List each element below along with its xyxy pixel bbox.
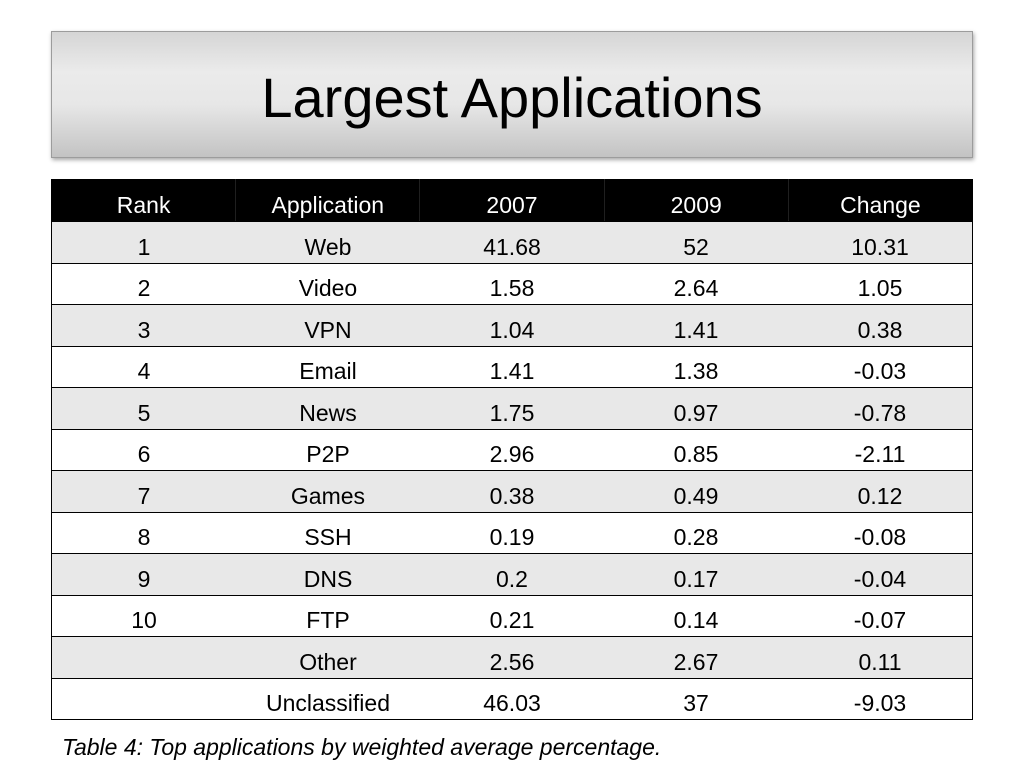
change-cell: -9.03: [853, 690, 907, 717]
table-body: 1 Web 41.68 52 10.31 2 Video 1.58 2.64 1.05 3 VPN 1.…: [52, 221, 972, 719]
table-row: 7 Games 0.38 0.49 0.12: [52, 470, 972, 512]
column-header-application: Application: [235, 179, 419, 221]
change-cell: 0.12: [857, 482, 903, 509]
table-row: 3 VPN 1.04 1.41 0.38: [52, 304, 972, 346]
value-2007-cell: 1.75: [489, 399, 535, 426]
rank-cell: [52, 637, 236, 678]
rank-cell: 8: [137, 524, 151, 551]
application-cell: DNS: [303, 565, 353, 592]
rank-cell: 7: [137, 482, 151, 509]
table-row: 6 P2P 2.96 0.85 -2.11: [52, 428, 972, 470]
value-2009-cell: 1.38: [673, 358, 719, 385]
column-header-rank: Rank: [116, 191, 171, 218]
rank-cell: 6: [137, 441, 151, 468]
change-cell: 0.38: [857, 316, 903, 343]
value-2009-cell: 2.67: [673, 648, 719, 675]
table-row: 10 FTP 0.21 0.14 -0.07: [52, 594, 972, 636]
value-2007-cell: 1.04: [489, 316, 535, 343]
rank-cell: [52, 679, 236, 720]
application-cell: Video: [298, 275, 358, 302]
value-2009-cell: 0.97: [673, 399, 719, 426]
change-cell: -0.07: [853, 607, 907, 634]
table-row: Other 2.56 2.67 0.11: [52, 636, 972, 678]
table-row: Unclassified 46.03 37 -9.03: [52, 677, 972, 720]
change-cell: 10.31: [851, 233, 909, 260]
value-2007-cell: 2.56: [489, 648, 535, 675]
change-cell: 1.05: [857, 275, 903, 302]
rank-cell: 5: [137, 399, 151, 426]
table-row: 2 Video 1.58 2.64 1.05: [52, 262, 972, 304]
change-cell: -0.08: [853, 524, 907, 551]
value-2009-cell: 37: [683, 690, 709, 717]
rank-cell: 10: [131, 607, 157, 634]
application-cell: P2P: [306, 441, 350, 468]
value-2007-cell: 0.19: [489, 524, 535, 551]
value-2007-cell: 46.03: [483, 690, 541, 717]
application-cell: Other: [299, 648, 357, 675]
value-2009-cell: 0.14: [673, 607, 719, 634]
change-cell: 0.11: [858, 648, 902, 675]
change-cell: -0.78: [853, 399, 907, 426]
value-2007-cell: 41.68: [483, 233, 541, 260]
change-cell: -0.04: [853, 565, 907, 592]
table-row: 9 DNS 0.2 0.17 -0.04: [52, 553, 972, 595]
table-row: 5 News 1.75 0.97 -0.78: [52, 387, 972, 429]
application-cell: Unclassified: [266, 690, 390, 717]
application-cell: Email: [299, 358, 357, 385]
value-2009-cell: 0.28: [673, 524, 719, 551]
change-cell: -0.03: [853, 358, 907, 385]
application-cell: Web: [304, 233, 352, 260]
title-banner: Largest Applications: [51, 31, 973, 158]
table-row: 1 Web 41.68 52 10.31: [52, 221, 972, 263]
value-2009-cell: 0.49: [673, 482, 719, 509]
application-cell: Games: [290, 482, 366, 509]
rank-cell: 9: [137, 565, 151, 592]
value-2007-cell: 0.21: [489, 607, 535, 634]
table-caption: Table 4: Top applications by weighted av…: [62, 734, 662, 760]
rank-cell: 3: [137, 316, 151, 343]
value-2007-cell: 2.96: [489, 441, 535, 468]
column-header-2009: 2009: [603, 179, 788, 221]
value-2009-cell: 0.85: [673, 441, 719, 468]
application-cell: SSH: [304, 524, 352, 551]
value-2009-cell: 52: [683, 233, 709, 260]
table-row: 4 Email 1.41 1.38 -0.03: [52, 345, 972, 387]
table-header-row: Rank Application 2007 2009 Change: [52, 179, 972, 221]
value-2007-cell: 1.58: [489, 275, 535, 302]
value-2007-cell: 0.2: [496, 565, 528, 592]
column-header-change: Change: [787, 179, 972, 221]
value-2009-cell: 2.64: [673, 275, 719, 302]
value-2009-cell: 0.17: [673, 565, 719, 592]
rank-cell: 2: [137, 275, 151, 302]
slide-title: Largest Applications: [261, 65, 763, 129]
data-table: Rank Application 2007 2009 Change 1 Web 41…: [51, 179, 973, 720]
change-cell: -2.11: [854, 441, 906, 468]
value-2007-cell: 1.41: [489, 358, 535, 385]
table-row: 8 SSH 0.19 0.28 -0.08: [52, 511, 972, 553]
value-2009-cell: 1.41: [673, 316, 719, 343]
application-cell: VPN: [304, 316, 352, 343]
rank-cell: 1: [137, 233, 151, 260]
column-header-2007: 2007: [419, 179, 603, 221]
rank-cell: 4: [137, 358, 151, 385]
value-2007-cell: 0.38: [489, 482, 535, 509]
application-cell: News: [299, 399, 357, 426]
application-cell: FTP: [306, 607, 350, 634]
